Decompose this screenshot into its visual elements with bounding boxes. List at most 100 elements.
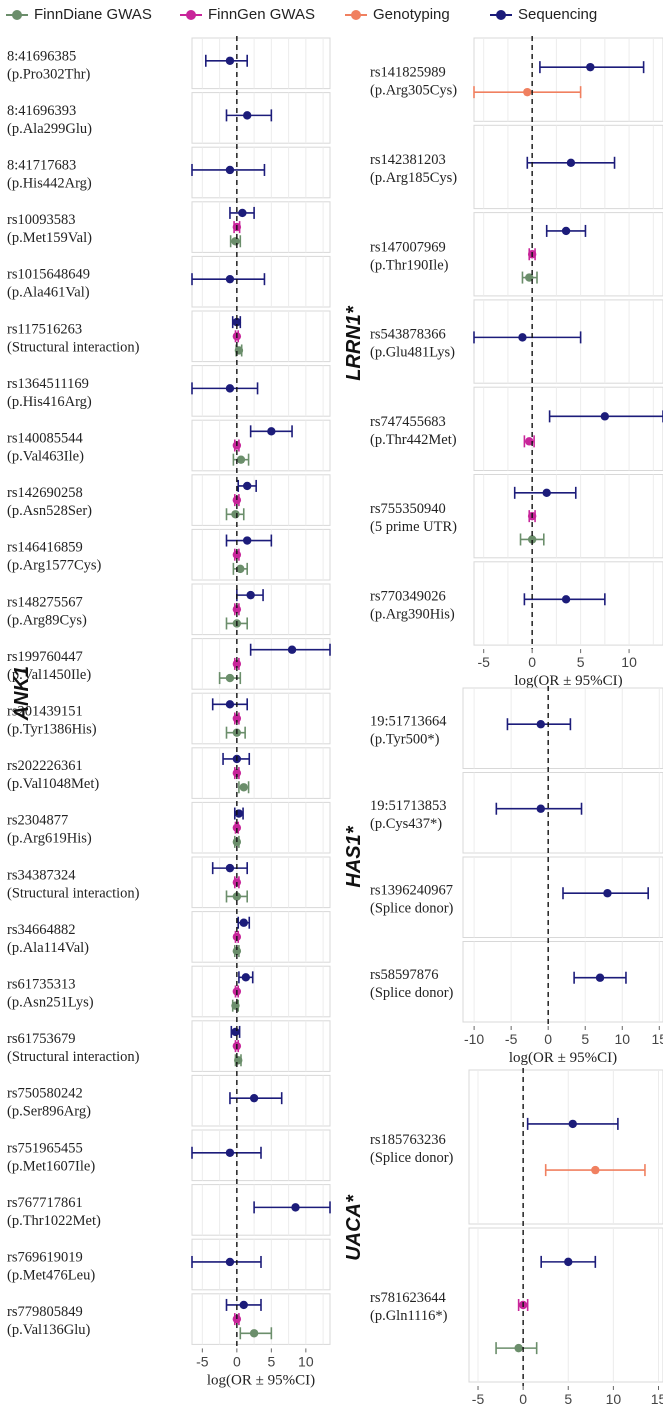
point-estimate-sequencing [225,863,235,873]
variant-id: rs185763236 [370,1132,446,1148]
variant-row: rs543878366 (p.Glu481Lys) [370,299,663,384]
variant-row: rs755350940 (5 prime UTR) [370,474,663,559]
variant-id: rs1396240967 [370,882,453,898]
gene-label: UACA* [343,1194,365,1261]
variant-consequence: (5 prime UTR) [370,519,457,535]
point-estimate-sequencing [542,488,551,498]
variant-id: rs781623644 [370,1290,446,1306]
tick-label: 10 [606,1391,622,1407]
point-estimate-sequencing [243,481,252,491]
variant-row: rs10093583 (p.Met159Val) [7,201,331,253]
variant-id: rs201439151 [7,704,83,720]
variant-row: 8:41696385 (p.Pro302Thr) [7,37,331,90]
legend-symbol [6,7,28,23]
variant-id: 19:51713853 [370,798,447,814]
point-estimate-sequencing [239,918,248,927]
variant-id: rs202226361 [7,758,83,774]
variant-row: rs142381203 (p.Arg185Cys) [370,124,663,210]
variant-row: rs781623644 (p.Gln1116*) [370,1227,663,1383]
point-estimate-finndiane [236,564,245,574]
point-estimate-genotyping [523,87,532,97]
variant-id: rs61735313 [7,977,75,993]
tick-label: 15 [652,1031,663,1047]
point-estimate-sequencing [249,1093,259,1103]
variant-consequence: (Splice donor) [370,985,454,1001]
point-estimate-finndiane [232,892,242,901]
point-estimate-finndiane [234,346,244,355]
variant-id: rs148275567 [7,594,83,610]
row-panel [191,1074,331,1127]
point-estimate-sequencing [518,333,527,342]
panel-has1: 19:51713664 (p.Tyr500*) 19:51713853 (p.Cys4… [343,686,663,1066]
row-panel [191,310,331,363]
point-estimate-sequencing [536,720,545,729]
point-estimate-sequencing [600,412,610,421]
variant-consequence: (p.Asn251Lys) [7,995,94,1011]
variant-id: rs34664882 [7,922,75,938]
variant-row: 19:51713853 (p.Cys437*) [370,772,663,854]
variant-id: rs767717861 [7,1195,83,1211]
tick-label: -5 [477,654,490,670]
point-estimate-sequencing [225,1257,235,1267]
variant-consequence: (p.Met476Leu) [7,1268,95,1284]
point-estimate-sequencing [225,384,235,393]
variant-row: rs142690258 (p.Asn528Ser) [7,474,331,526]
legend-symbol [180,7,202,23]
row-panel [191,583,331,636]
variant-consequence: (p.Ala114Val) [7,940,89,956]
variant-consequence: (p.Val1450Ile) [7,667,91,683]
legend-label: FinnGen GWAS [208,6,315,23]
row-panel [191,201,331,253]
variant-consequence: (p.Ala461Val) [7,285,90,301]
row-panel [191,911,331,963]
variant-consequence: (p.Asn528Ser) [7,503,92,519]
panel-ank1: 8:41696385 (p.Pro302Thr) 8:41696393 (p.Ala2… [7,36,331,1388]
variant-row: rs202226361 (p.Val1048Met) [7,747,331,799]
point-estimate-sequencing [225,700,235,709]
legend-item-genotyping: Genotyping [345,6,450,23]
legend-label: Genotyping [373,6,450,23]
variant-id: rs58597876 [370,967,438,983]
variant-id: rs10093583 [7,212,75,228]
variant-consequence: (p.Arg305Cys) [370,83,457,99]
row-panel [462,687,663,769]
row-panel [191,365,331,417]
row-panel [473,561,663,646]
variant-row: rs185763236 (Splice donor) [370,1069,663,1225]
point-estimate-finndiane [231,1001,240,1010]
point-estimate-sequencing [603,889,612,898]
variant-consequence: (p.His442Arg) [7,176,92,192]
variant-id: rs34387324 [7,867,76,883]
variant-consequence: (p.Ser896Arg) [7,1104,91,1120]
variant-row: rs747455683 (p.Thr442Met) [370,386,663,472]
point-estimate-sequencing [566,158,576,167]
row-panel [191,255,331,308]
point-estimate-finndiane [232,946,242,956]
row-panel [191,801,331,854]
variant-consequence: (p.Pro302Thr) [7,66,91,82]
variant-row: rs750580242 (p.Ser896Arg) [7,1074,331,1127]
tick-label: 0 [519,1391,527,1407]
point-estimate-sequencing [225,1148,235,1157]
variant-consequence: (p.His416Arg) [7,394,92,410]
variant-row: rs770349026 (p.Arg390His) [370,561,663,646]
variant-consequence: (p.Tyr500*) [370,731,440,747]
variant-id: rs142381203 [370,152,446,168]
variant-consequence: (p.Met1607Ile) [7,1158,95,1174]
variant-id: rs769619019 [7,1250,83,1266]
point-estimate-sequencing [595,973,605,982]
variant-consequence: (p.Arg89Cys) [7,612,87,628]
row-panel [473,37,663,122]
point-estimate-sequencing [225,274,235,284]
row-panel [191,747,331,799]
row-panel [473,212,663,297]
variant-id: 8:41717683 [7,158,76,174]
point-estimate-sequencing [561,595,571,604]
variant-id: rs1364511169 [7,376,89,392]
legend-symbol [345,7,367,23]
variant-row: rs34387324 (Structural interaction) [7,856,331,909]
tick-label: -5 [505,1031,518,1047]
x-axis-label: log(OR ± 95%CI) [514,673,622,689]
variant-id: rs61753679 [7,1031,75,1047]
